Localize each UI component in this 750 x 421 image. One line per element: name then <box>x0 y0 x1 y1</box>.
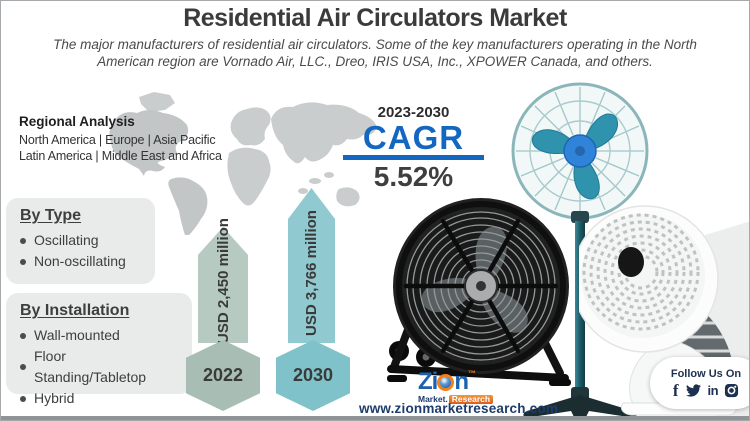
bar-2030-value-label: USD 3,766 million <box>302 210 320 336</box>
brand-tagline-research: Research <box>448 395 494 404</box>
world-map <box>109 92 377 235</box>
by-type-heading: By Type <box>20 207 82 224</box>
by-type-box: By Type Oscillating Non-oscillating <box>6 198 155 284</box>
year-badge-2030: 2030 <box>276 340 350 411</box>
twitter-icon[interactable] <box>685 383 702 398</box>
list-item: Hybrid <box>20 388 178 409</box>
facebook-icon[interactable]: f <box>672 380 679 400</box>
list-item: Floor Standing/Tabletop <box>20 346 178 388</box>
page-subtitle: The major manufacturers of residential a… <box>11 36 739 70</box>
brand-tagline-market: Market. <box>418 394 448 404</box>
regional-line-1: North America | Europe | Asia Pacific <box>19 133 216 147</box>
regional-analysis: Regional Analysis North America | Europe… <box>19 114 222 164</box>
globe-icon <box>437 373 455 391</box>
cagr-label: CAGR <box>362 119 465 156</box>
drum-fan-image <box>387 198 571 386</box>
bar-2022 <box>198 227 248 343</box>
page-title: Residential Air Circulators Market <box>183 4 567 32</box>
social-follow-pill: Follow Us On f in <box>650 357 749 409</box>
cagr-value: 5.52% <box>373 161 454 192</box>
subtitle-line-1: The major manufacturers of residential a… <box>53 37 697 52</box>
website-link[interactable]: www.zionmarketresearch.com <box>359 401 559 416</box>
social-icons-row: f in <box>673 382 739 399</box>
regional-line-2: Latin America | Middle East and Africa <box>19 149 222 163</box>
subtitle-line-2: American region are Vornado Air, LLC., D… <box>97 54 653 69</box>
brand-name-end: n <box>454 368 469 395</box>
follow-us-label: Follow Us On <box>670 367 742 380</box>
linkedin-icon[interactable]: in <box>707 382 719 398</box>
trademark-mark: ™ <box>468 369 476 378</box>
instagram-icon[interactable] <box>724 383 739 398</box>
year-badge-2022: 2022 <box>186 340 260 411</box>
by-installation-box: By Installation Wall-mounted Floor Stand… <box>6 293 192 406</box>
list-item: Wall-mounted <box>20 325 178 346</box>
cagr-underline <box>343 155 484 160</box>
cagr-period: 2023-2030 <box>377 104 450 121</box>
regional-analysis-heading: Regional Analysis <box>19 114 135 129</box>
bar-2030 <box>288 188 335 343</box>
cagr-block: 2023-2030 CAGR 5.52% <box>341 104 486 192</box>
brand-logo: Zi n ™ Market. Research <box>418 368 494 404</box>
list-item: Non-oscillating <box>20 251 141 272</box>
brand-name-start: Zi <box>418 368 438 395</box>
by-installation-heading: By Installation <box>20 302 130 319</box>
list-item: Oscillating <box>20 230 141 251</box>
bottom-divider <box>1 416 749 420</box>
